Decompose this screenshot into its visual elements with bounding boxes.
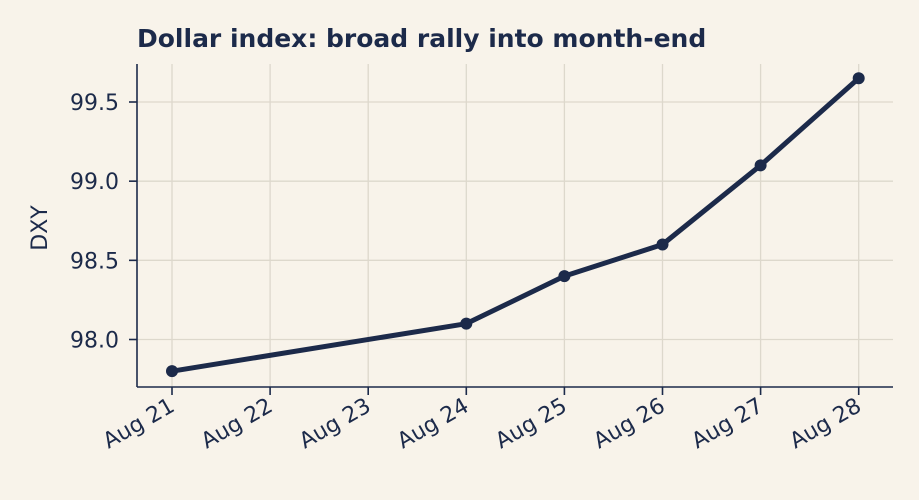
y-tick-label: 99.5 — [70, 91, 119, 116]
x-tick-label: Aug 26 — [589, 394, 669, 455]
data-point — [852, 72, 865, 85]
tick-labels: Aug 21 Aug 22 Aug 23 Aug 24 Aug 25 Aug 26 Aug … — [70, 91, 866, 454]
x-tick-label: Aug 22 — [197, 394, 277, 455]
y-tick-label: 98.5 — [70, 249, 119, 274]
data-point — [460, 317, 473, 330]
y-axis-label: DXY — [28, 205, 53, 251]
chart-title: Dollar index: broad rally into month-end — [137, 24, 706, 53]
series-line — [169, 75, 862, 374]
series-layer — [166, 72, 865, 378]
data-point — [166, 365, 178, 378]
x-tick-label: Aug 23 — [295, 394, 375, 455]
data-point — [656, 238, 669, 251]
x-tick-label: Aug 25 — [491, 394, 571, 455]
x-tick-label: Aug 24 — [393, 394, 473, 455]
x-tick-label: Aug 27 — [688, 394, 768, 455]
gridlines — [137, 64, 893, 387]
y-tick-label: 98.0 — [70, 329, 119, 354]
axes — [129, 64, 893, 395]
y-tick-label: 99.0 — [70, 170, 119, 195]
data-point — [754, 159, 767, 172]
data-point — [558, 270, 571, 283]
x-tick-label: Aug 21 — [99, 394, 179, 455]
x-tick-label: Aug 28 — [786, 394, 866, 455]
